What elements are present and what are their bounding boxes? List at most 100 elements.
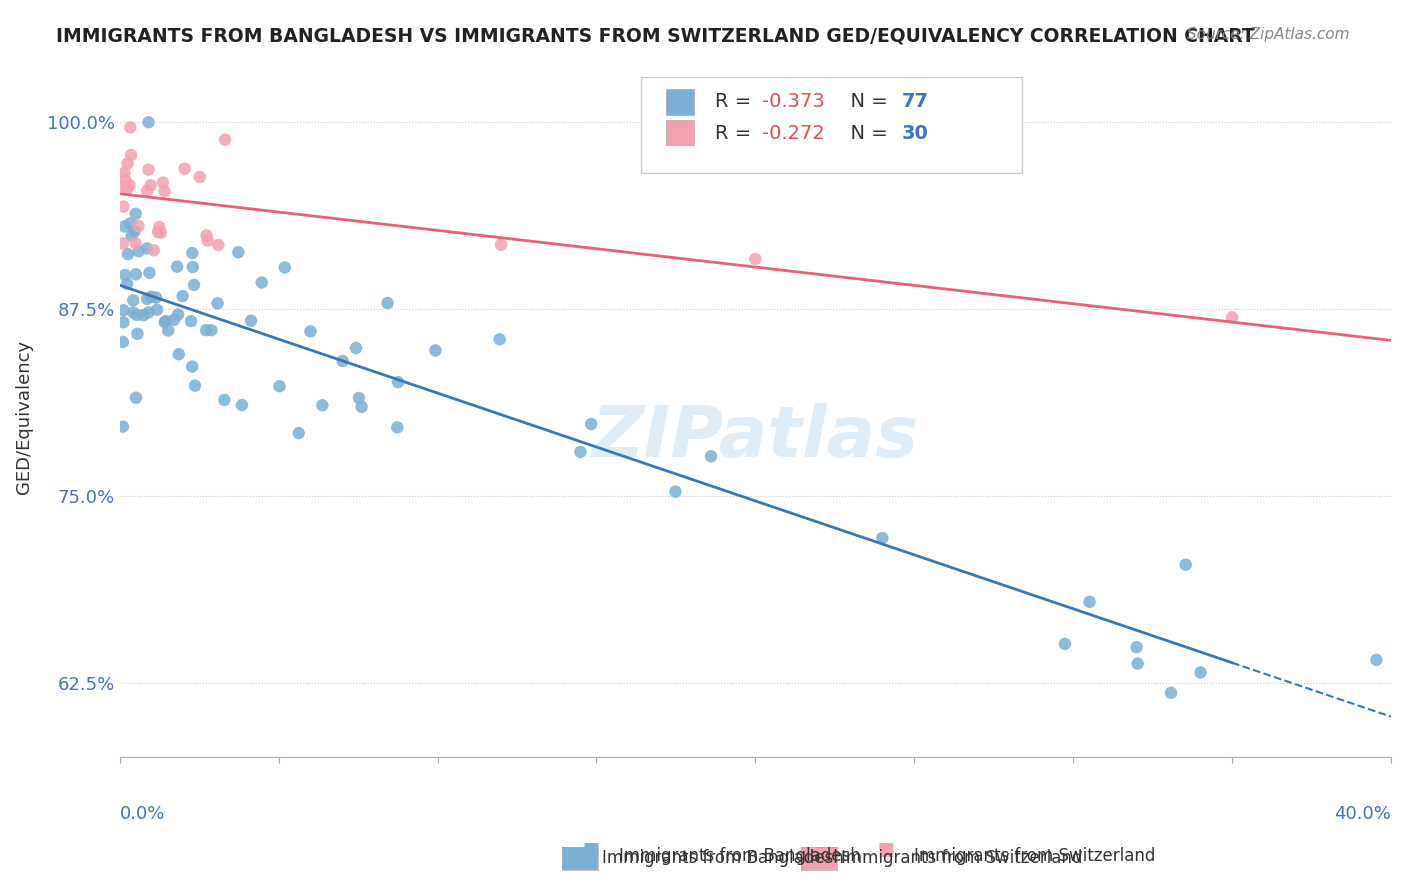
Point [1053,637,1076,651]
Point [125,391,148,405]
Point [181,260,204,274]
Point [231,398,253,412]
Point [142,244,165,258]
Text: Source: ZipAtlas.com: Source: ZipAtlas.com [1187,27,1350,42]
Point [195,228,218,243]
Text: N =: N = [838,124,894,143]
Point [118,178,141,193]
Point [138,305,160,319]
Point [299,324,322,338]
Point [117,247,139,261]
Point [214,392,236,407]
Point [111,419,134,434]
Point [350,400,373,414]
Point [207,238,229,252]
Point [166,260,188,274]
Point [138,162,160,177]
Text: 77: 77 [901,92,928,111]
Point [132,308,155,322]
Point [387,376,409,390]
Point [153,184,176,198]
Point [377,296,399,310]
Point [111,179,134,194]
Y-axis label: GED/Equivalency: GED/Equivalency [15,341,32,494]
Point [347,391,370,405]
Point [172,289,194,303]
Point [152,176,174,190]
Point [311,398,333,412]
Point [125,207,148,221]
Point [579,417,602,431]
Point [122,305,145,319]
Point [146,225,169,239]
Text: ▪: ▪ [581,834,600,863]
Point [136,242,159,256]
Point [157,324,180,338]
Point [1365,653,1388,667]
Point [184,378,207,392]
Point [1220,310,1243,325]
Point [138,266,160,280]
Point [488,332,510,346]
Point [250,276,273,290]
Point [1189,665,1212,680]
Text: R =: R = [714,92,758,111]
Point [872,531,894,545]
Point [214,133,236,147]
Point [112,303,135,318]
Point [128,244,150,259]
Bar [666,89,695,115]
Point [125,308,148,322]
Point [207,296,229,310]
Point [344,341,367,355]
Point [425,343,447,358]
Text: 0.0%: 0.0% [120,805,165,823]
Point [163,313,186,327]
Point [332,354,354,368]
Point [111,334,134,349]
Point [240,314,263,328]
Point [112,166,135,180]
Point [180,314,202,328]
Point [489,237,512,252]
Point [120,148,142,162]
Point [195,323,218,337]
Point [139,290,162,304]
Point [274,260,297,275]
Text: -0.272: -0.272 [762,124,824,143]
Text: Immigrants from Bangladesh: Immigrants from Bangladesh [602,849,844,867]
Point [197,234,219,248]
Point [1126,657,1149,671]
Point [127,326,149,341]
FancyBboxPatch shape [641,78,1022,173]
Point [115,182,138,196]
Point [120,216,142,230]
Point [387,420,409,434]
Text: ▪: ▪ [876,834,896,863]
Text: Immigrants from Bangladesh: Immigrants from Bangladesh [619,847,860,865]
Point [226,245,249,260]
Point [112,200,135,214]
Point [181,246,204,260]
Point [124,224,146,238]
Point [114,219,136,234]
Point [114,268,136,282]
Point [1160,686,1182,700]
Point [138,115,160,129]
Point [183,277,205,292]
Point [114,173,136,187]
Text: 30: 30 [901,124,928,143]
Text: IMMIGRANTS FROM BANGLADESH VS IMMIGRANTS FROM SWITZERLAND GED/EQUIVALENCY CORREL: IMMIGRANTS FROM BANGLADESH VS IMMIGRANTS… [56,27,1256,45]
Point [139,178,162,193]
Point [700,450,723,464]
Text: -0.373: -0.373 [762,92,824,111]
Text: N =: N = [838,92,894,111]
Point [1078,595,1101,609]
Point [167,347,190,361]
Text: ZIPatlas: ZIPatlas [592,403,920,473]
Point [136,292,159,306]
Point [153,315,176,329]
Point [173,161,195,176]
Point [155,314,177,328]
Point [148,220,170,235]
